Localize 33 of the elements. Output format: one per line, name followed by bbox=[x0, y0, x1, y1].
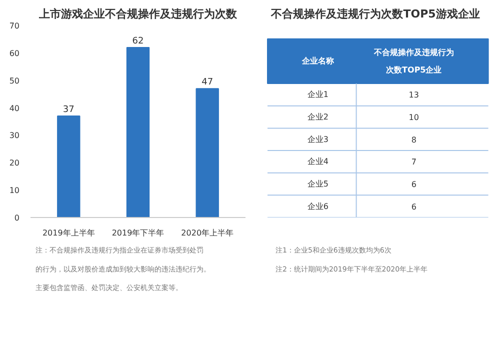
x-tick-label: 2019年下半年 bbox=[112, 228, 164, 238]
text: 不合规操作及违规行为次数TOP5企业 bbox=[372, 48, 454, 75]
category-label: 企业6 bbox=[307, 202, 328, 211]
data-label: 10 bbox=[408, 113, 419, 122]
category-label: 企业1 bbox=[307, 90, 328, 100]
data-label: 62 bbox=[132, 36, 144, 46]
y-tick-label: 50 bbox=[9, 76, 20, 86]
y-tick-label: 10 bbox=[9, 186, 20, 196]
data-label: 7 bbox=[411, 158, 416, 167]
text: 不合规操作及违规行为次数TOP5游戏企业 bbox=[270, 8, 480, 20]
data-label: 13 bbox=[408, 90, 419, 100]
y-tick-label: 70 bbox=[9, 22, 20, 30]
x-tick-label: 2019年上半年 bbox=[42, 228, 95, 238]
bar bbox=[126, 46, 150, 218]
bar bbox=[57, 116, 80, 218]
data-label: 6 bbox=[411, 202, 416, 212]
category-label: 企业4 bbox=[307, 157, 328, 166]
category-label: 企业3 bbox=[307, 134, 328, 144]
bar bbox=[196, 88, 219, 218]
y-tick-label: 60 bbox=[9, 48, 20, 58]
y-tick-label: 0 bbox=[14, 214, 20, 222]
data-label: 37 bbox=[62, 105, 74, 116]
chart-title: 上市游戏企业不合规操作及违规行为次数 bbox=[38, 8, 238, 20]
category-label: 企业5 bbox=[307, 180, 328, 189]
data-label: 6 bbox=[411, 180, 416, 190]
y-tick-label: 40 bbox=[9, 104, 20, 113]
y-tick-label: 30 bbox=[9, 131, 20, 140]
category-label: 企业2 bbox=[307, 112, 328, 122]
data-label: 47 bbox=[202, 78, 214, 88]
data-label: 8 bbox=[411, 135, 416, 144]
x-tick-label: 2020年上半年 bbox=[181, 228, 234, 238]
y-tick-label: 20 bbox=[9, 158, 20, 168]
text: 企业名称 bbox=[300, 56, 335, 66]
